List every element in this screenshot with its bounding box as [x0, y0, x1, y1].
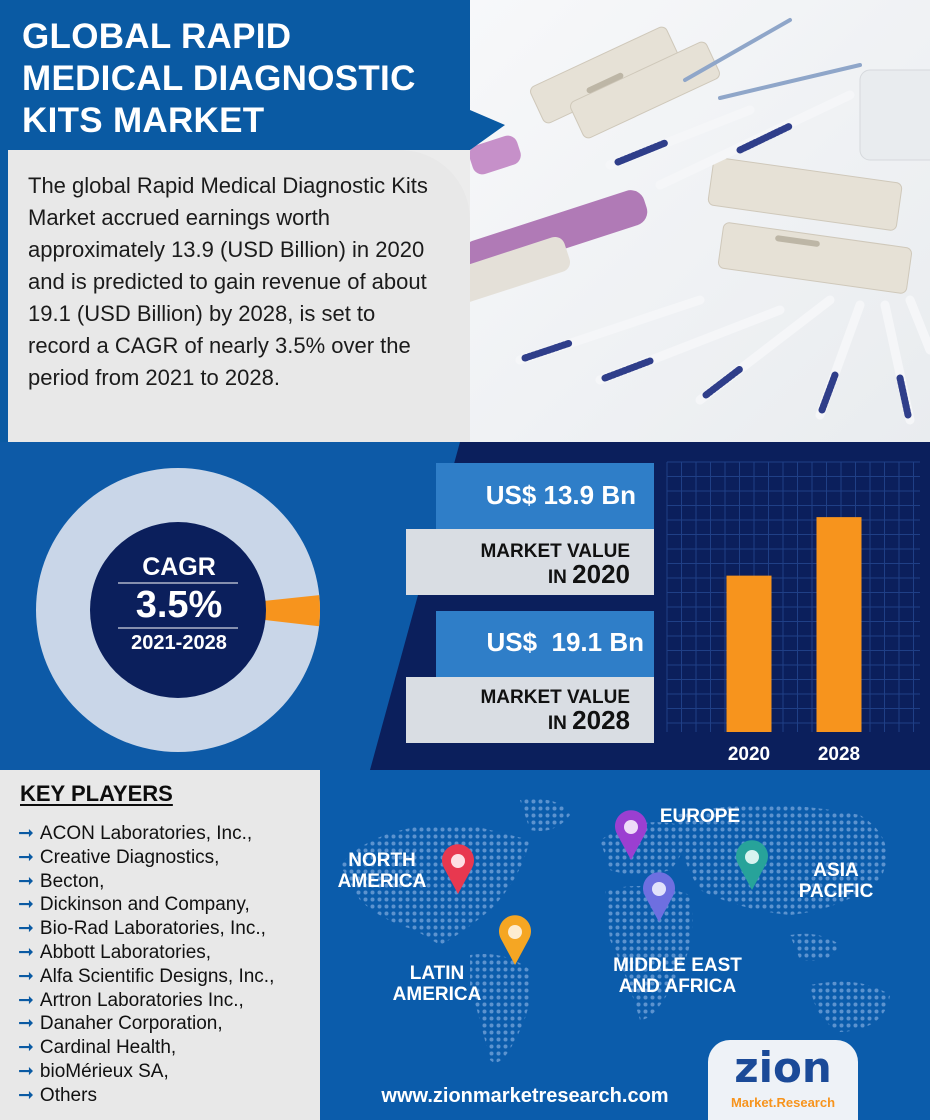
market-bar-chart: 2020 2028	[666, 461, 920, 765]
region-latin-america: LATIN AMERICA	[392, 963, 482, 1005]
key-players-panel	[0, 770, 320, 1120]
left-accent-strip	[0, 150, 8, 442]
region-asia-pacific: ASIA PACIFIC	[798, 860, 874, 902]
page-title: GLOBAL RAPID MEDICAL DIAGNOSTIC KITS MAR…	[22, 17, 416, 140]
donut-center	[90, 522, 266, 698]
key-player-name: Creative Diagnostics,	[39, 846, 220, 868]
market-value-2028: US$ 19.1 Bn	[486, 627, 644, 657]
market-value-prefix: MARKET VALUE	[480, 687, 630, 708]
key-player-item: ➞ ACON Laboratories, Inc.,	[18, 822, 274, 846]
arrow-right-icon: ➞	[18, 941, 34, 963]
in-word: IN	[547, 567, 567, 588]
arrow-right-icon: ➞	[18, 918, 34, 940]
region-north-america: NORTH AMERICA	[337, 850, 427, 892]
key-player-item: ➞ Bio-Rad Laboratories, Inc.,	[18, 917, 274, 941]
cagr-label: CAGR	[142, 553, 216, 581]
key-player-name: Cardinal Health,	[39, 1037, 177, 1059]
key-player-item: ➞ Creative Diagnostics,	[18, 846, 274, 870]
website-url[interactable]: www.zionmarketresearch.com	[381, 1085, 669, 1107]
key-player-item: ➞ Artron Laboratories Inc.,	[18, 989, 274, 1013]
world-map	[340, 799, 890, 1063]
test-kits-illustration	[470, 0, 930, 442]
key-players-title: KEY PLAYERS	[20, 781, 173, 806]
key-player-name: Alfa Scientific Designs, Inc.,	[39, 965, 275, 987]
key-player-name: Others	[39, 1084, 97, 1106]
key-player-item: ➞ Cardinal Health,	[18, 1036, 274, 1060]
pin-asia-pacific	[736, 840, 768, 890]
title-banner	[0, 0, 505, 150]
label-band-2020	[406, 529, 654, 595]
key-player-name: Danaher Corporation,	[39, 1013, 223, 1035]
x-tick-label: 2020	[728, 744, 770, 765]
key-player-name: ACON Laboratories, Inc.,	[39, 823, 253, 844]
chart-bars	[726, 517, 862, 732]
diagnostic-kits-photo	[470, 0, 930, 442]
cagr-slice	[36, 468, 320, 752]
zion-logo-subtitle: Market.Research	[730, 1095, 836, 1110]
chart-x-labels: 2020 2028	[728, 744, 860, 765]
pin-europe	[615, 810, 647, 860]
key-player-item: ➞ Danaher Corporation,	[18, 1012, 274, 1036]
arrow-right-icon: ➞	[18, 989, 34, 1011]
cagr-donut	[36, 468, 320, 752]
cagr-value: 3.5%	[135, 584, 223, 626]
key-player-name: Dickinson and Company,	[39, 894, 250, 916]
arrow-right-icon: ➞	[18, 1084, 34, 1106]
intro-card	[8, 150, 470, 442]
key-player-name: Becton,	[39, 870, 105, 892]
key-player-name: Abbott Laboratories,	[39, 941, 212, 963]
region-europe: EUROPE	[659, 806, 741, 827]
label-band-2028	[406, 677, 654, 743]
zion-logo-box	[708, 1040, 858, 1120]
zion-logo: zion	[734, 1043, 832, 1092]
key-player-name: bioMérieux SA,	[39, 1060, 169, 1082]
key-player-item: ➞ Alfa Scientific Designs, Inc.,	[18, 965, 274, 989]
x-tick-label: 2028	[818, 744, 860, 765]
arrow-right-icon: ➞	[18, 965, 34, 987]
market-value-label-2020: MARKET VALUE IN 2020	[420, 540, 630, 589]
intro-paragraph: The global Rapid Medical Diagnostic Kits…	[28, 173, 428, 390]
pin-middle-east-africa	[643, 872, 675, 922]
arrow-right-icon: ➞	[18, 1037, 34, 1059]
key-player-name: Bio-Rad Laboratories, Inc.,	[39, 918, 266, 940]
arrow-right-icon: ➞	[18, 894, 34, 916]
arrow-right-icon: ➞	[18, 1060, 34, 1082]
market-value-2020: US$ 13.9 Bn	[485, 480, 636, 510]
year-2028: 2028	[572, 705, 630, 735]
key-player-item: ➞ Becton,	[18, 870, 274, 894]
key-player-item: ➞ bioMérieux SA,	[18, 1060, 274, 1084]
year-2020: 2020	[572, 559, 630, 589]
key-player-item: ➞ Dickinson and Company,	[18, 893, 274, 917]
chart-grid	[666, 461, 920, 732]
value-band-2028	[436, 611, 654, 677]
market-value-label-2028: MARKET VALUE IN 2028	[420, 686, 630, 735]
key-players-list: ➞ ACON Laboratories, Inc., ➞ Creative Diagn…	[18, 822, 274, 1108]
bar-2028	[816, 517, 862, 732]
cagr-period: 2021-2028	[131, 632, 227, 654]
pin-latin-america	[499, 915, 531, 965]
arrow-right-icon: ➞	[18, 823, 34, 844]
bar-2020	[726, 575, 772, 732]
pin-north-america	[442, 844, 474, 894]
key-player-name: Artron Laboratories Inc.,	[39, 989, 244, 1011]
region-middle-east-africa: MIDDLE EAST AND AFRICA	[613, 955, 742, 997]
in-word: IN	[547, 713, 567, 734]
arrow-right-icon: ➞	[18, 846, 34, 868]
key-player-item: ➞ Abbott Laboratories,	[18, 941, 274, 965]
arrow-right-icon: ➞	[18, 1013, 34, 1035]
value-band-2020	[436, 463, 654, 529]
key-player-item: ➞ Others	[18, 1084, 274, 1108]
arrow-right-icon: ➞	[18, 870, 34, 892]
world-map-dots	[340, 799, 890, 1063]
market-value-prefix: MARKET VALUE	[480, 541, 630, 562]
